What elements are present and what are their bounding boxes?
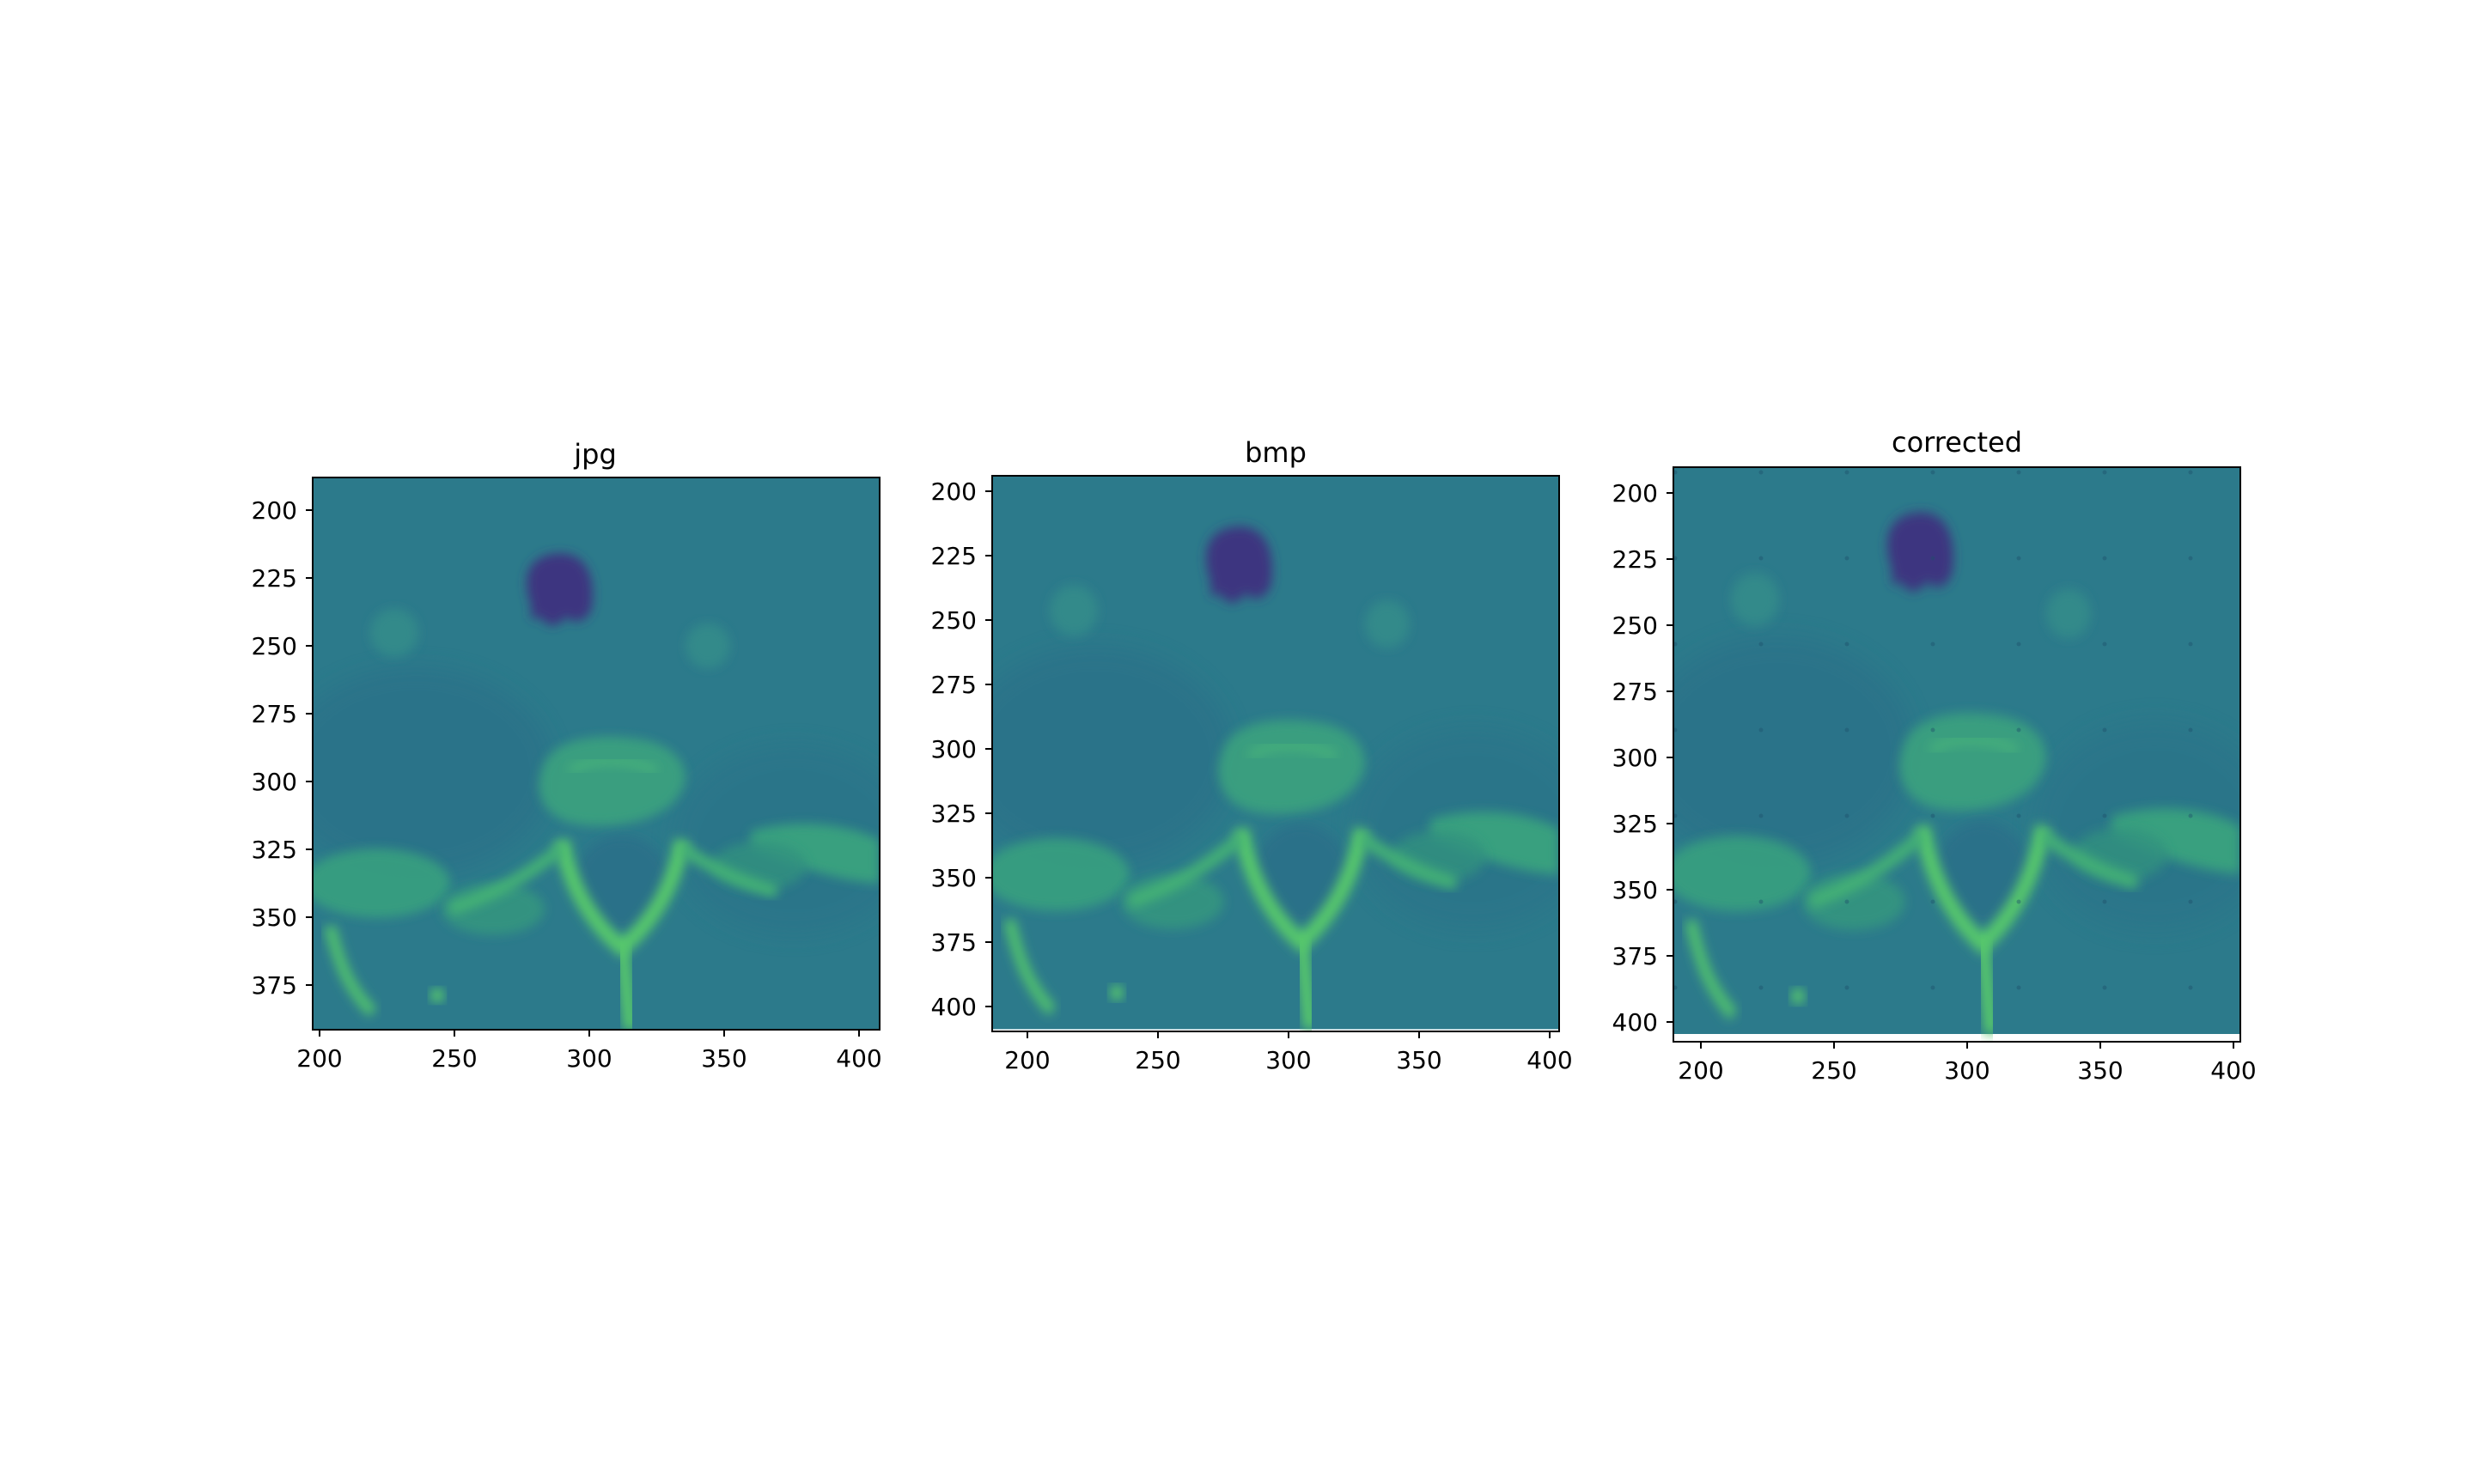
y-tick-label: 275 [931,671,977,699]
x-tick-label: 350 [2077,1056,2123,1085]
x-tick-label: 350 [1396,1046,1441,1074]
y-tick-label: 250 [1612,611,1658,640]
x-tick-label: 250 [1811,1056,1856,1085]
y-tick-label: 325 [931,800,977,828]
y-axis: 200 225 250 275 300 325 350 375 400 [1612,479,1673,1037]
y-tick-label: 375 [931,928,977,957]
x-tick-label: 250 [1135,1046,1180,1074]
y-tick-label: 300 [931,735,977,763]
y-tick-label: 400 [931,993,977,1021]
y-tick-label: 250 [931,606,977,635]
y-tick-label: 325 [1612,810,1658,838]
y-tick-label: 375 [1612,942,1658,970]
y-tick-label: 400 [1612,1008,1658,1037]
axes-frame [312,477,881,1031]
panel-title: bmp [1245,436,1307,469]
y-tick-label: 275 [252,700,297,728]
x-tick-label: 300 [1265,1046,1311,1074]
x-tick-label: 400 [836,1044,881,1073]
x-tick-label: 200 [296,1044,342,1073]
y-tick-label: 350 [931,864,977,892]
y-tick-label: 225 [1612,545,1658,574]
y-tick-label: 200 [1612,479,1658,508]
y-tick-label: 250 [252,632,297,660]
x-tick-label: 350 [701,1044,746,1073]
panel-bmp: bmp 200 225 250 275 300 325 350 375 400 [931,436,1593,1074]
x-axis: 200 250 300 350 400 [1678,1042,2257,1085]
x-tick-label: 200 [1678,1056,1723,1085]
y-tick-label: 300 [252,768,297,796]
x-tick-label: 400 [2210,1056,2256,1085]
x-tick-label: 250 [431,1044,477,1073]
y-tick-label: 200 [931,477,977,506]
y-axis: 200 225 250 275 300 325 350 375 400 [931,477,992,1021]
y-tick-label: 200 [252,496,297,525]
panel-corrected: corrected 200 225 250 275 300 325 350 37… [1612,426,2257,1085]
axes-frame [1673,466,2241,1043]
x-tick-label: 300 [1944,1056,1990,1085]
y-tick-label: 350 [252,903,297,932]
y-tick-label: 225 [931,542,977,570]
x-axis: 200 250 300 350 400 [1004,1031,1573,1074]
x-tick-label: 200 [1004,1046,1050,1074]
ct-image [278,477,914,1030]
y-tick-label: 275 [1612,678,1658,706]
y-tick-label: 325 [252,836,297,864]
ct-image [958,447,1593,1029]
panel-title: corrected [1892,426,2022,459]
panel-title: jpg [573,438,617,471]
axes-frame [991,475,1560,1032]
x-tick-label: 300 [566,1044,612,1073]
panel-jpg: jpg 200 225 250 275 300 325 350 375 [252,438,914,1073]
y-tick-label: 225 [252,564,297,593]
x-tick-label: 400 [1526,1046,1572,1074]
y-tick-label: 350 [1612,876,1658,904]
x-axis: 200 250 300 350 400 [296,1030,882,1073]
y-tick-label: 375 [252,971,297,1000]
y-tick-label: 300 [1612,744,1658,772]
ct-image [1673,467,2240,1042]
y-axis: 200 225 250 275 300 325 350 375 [252,496,313,1000]
